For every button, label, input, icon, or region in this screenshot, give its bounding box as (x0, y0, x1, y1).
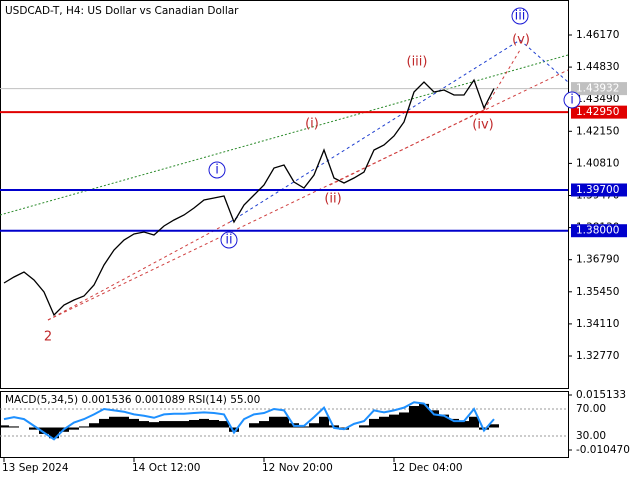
y2-tick-label: 70.00 (576, 403, 606, 415)
histogram-bar (49, 427, 59, 439)
y-tick-label: 1.42150 (576, 125, 619, 137)
trend-line (47, 221, 231, 321)
histogram-bar (179, 421, 189, 428)
histogram-bar (159, 421, 169, 428)
indicator-title: MACD(5,34,5) 0.001536 0.001089 RSI(14) 5… (5, 394, 260, 406)
x-tick-label: 13 Sep 2024 (2, 462, 69, 474)
level-label: 1.43932 (576, 83, 619, 95)
histogram-bar (429, 410, 439, 428)
y2-tick-label: 30.00 (576, 430, 606, 442)
histogram-bar (169, 421, 179, 428)
histogram-bar (379, 416, 389, 428)
wave-label: 2 (44, 330, 52, 345)
wave-circle (220, 231, 238, 249)
histogram-bar (109, 416, 119, 428)
histogram-bar (79, 426, 89, 428)
y-tick-label: 1.46170 (576, 29, 619, 41)
histogram-bar (99, 418, 109, 428)
chart-title: USDCAD-T, H4: US Dollar vs Canadian Doll… (5, 5, 239, 17)
wave-label: ii (225, 233, 232, 248)
level-label-box (571, 82, 627, 96)
histogram-bar (489, 424, 499, 428)
histogram-bar (399, 412, 409, 428)
wave-label: i (570, 93, 574, 108)
histogram-bar (469, 416, 479, 428)
histogram-bar (459, 421, 469, 428)
y-tick-label: 1.32770 (576, 350, 619, 362)
histogram-bar (359, 425, 369, 428)
y-tick-label: 1.34110 (576, 318, 619, 330)
wave-label: i (215, 163, 219, 178)
y-tick-label: 0.015133 (576, 389, 626, 401)
histogram-bar (9, 426, 19, 428)
histogram-bar (309, 423, 319, 428)
level-label-box (571, 183, 627, 197)
wave-label: (ii) (324, 192, 341, 207)
histogram-bar (189, 419, 199, 428)
wave-label: (iii) (407, 55, 428, 70)
y-tick-label: -0.010470 (576, 444, 630, 456)
y-tick-label: 1.40810 (576, 157, 619, 169)
histogram-bar (139, 421, 149, 428)
histogram-bar (69, 427, 79, 430)
level-label: 1.42950 (576, 106, 619, 118)
histogram-bar (259, 421, 269, 428)
histogram-bar (89, 423, 99, 428)
histogram-bar (249, 423, 259, 428)
indicator-frame (0, 391, 569, 458)
histogram-bar (269, 416, 279, 428)
histogram-bar (39, 427, 49, 434)
histogram-bar (129, 418, 139, 428)
rsi-line (3, 401, 495, 441)
y-tick-label: 1.44830 (576, 61, 619, 73)
x-tick-label: 12 Nov 20:00 (262, 462, 333, 474)
price-frame (0, 0, 569, 389)
y-tick-label: 1.43490 (576, 93, 619, 105)
wave-label: (i) (305, 117, 319, 132)
y-tick-label: 1.35450 (576, 286, 619, 298)
wave-circle (563, 91, 581, 109)
level-label: 1.38000 (576, 225, 619, 237)
histogram-bar (439, 414, 449, 428)
histogram-bar (279, 416, 289, 428)
wave-label: iii (515, 9, 526, 24)
histogram-bar (389, 414, 399, 428)
histogram-bar (119, 416, 129, 428)
x-tick-label: 12 Dec 04:00 (392, 462, 463, 474)
trend-line (519, 39, 569, 83)
histogram-bar (199, 418, 209, 428)
histogram-bar (209, 419, 219, 428)
histogram-bar (319, 416, 329, 428)
histogram-bar (0, 425, 9, 428)
histogram-bar (419, 403, 429, 428)
wave-label: (v) (512, 33, 530, 48)
histogram-bar (449, 418, 459, 428)
level-label: 1.39700 (576, 184, 619, 196)
histogram-bar (369, 418, 379, 428)
histogram-bar (409, 406, 419, 428)
price-line (3, 78, 495, 317)
histogram-bar (219, 421, 229, 428)
trend-line (329, 109, 485, 186)
histogram-bar (229, 427, 239, 432)
level-label-box (571, 224, 627, 238)
x-tick-label: 14 Oct 12:00 (132, 462, 200, 474)
y-tick-label: 1.36790 (576, 254, 619, 266)
wave-label: (iv) (472, 118, 493, 133)
histogram-bar (149, 422, 159, 428)
histogram-bar (29, 427, 39, 430)
wave-circle (208, 161, 226, 179)
histogram-bar (299, 426, 309, 428)
level-label-box (571, 105, 627, 119)
wave-circle (511, 7, 529, 25)
